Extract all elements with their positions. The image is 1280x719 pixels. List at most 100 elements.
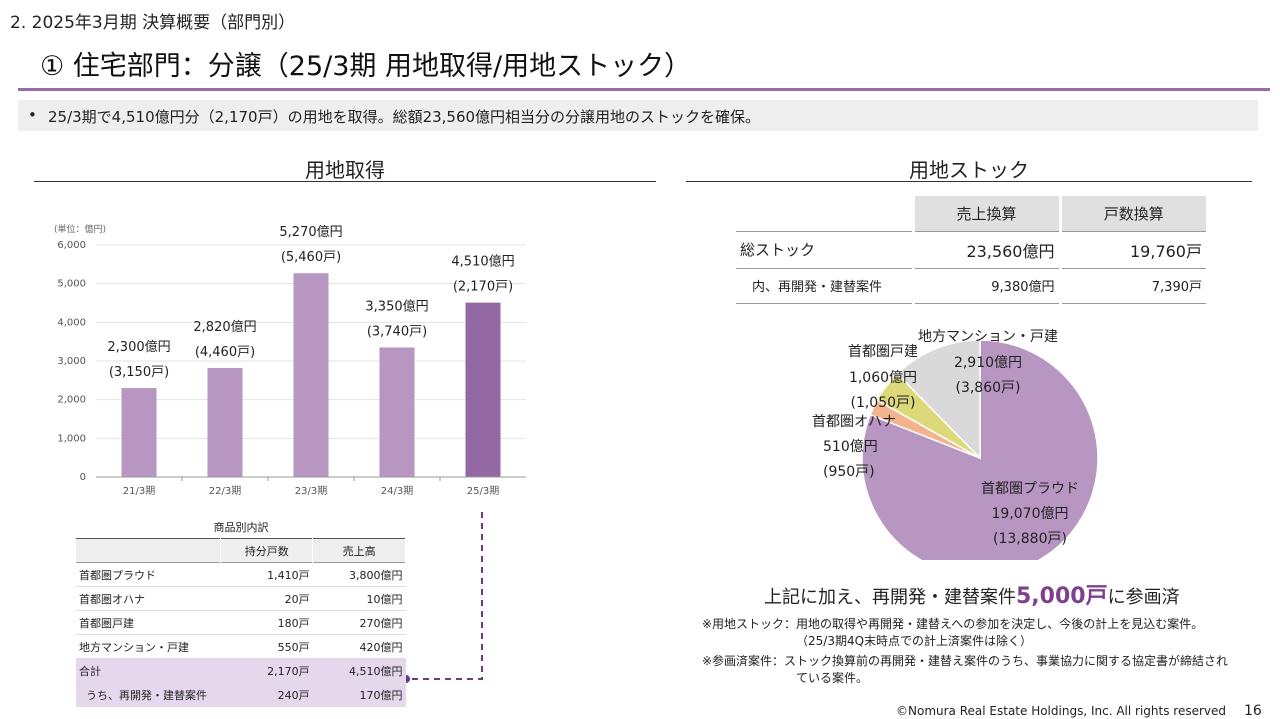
stock-sub-label: 内、再開発・建替案件 xyxy=(736,267,913,304)
section-title: 2. 2025年3月期 決算概要（部門別） xyxy=(10,13,296,33)
stock-header-blank xyxy=(736,196,913,231)
breakdown-sub-row: うち、再開発・建替案件 240戸 170億円 xyxy=(76,682,406,707)
pie-label-tokyo-house: 首都圏戸建 xyxy=(848,344,918,360)
bar-units-label: (2,170戸) xyxy=(453,280,513,295)
bar-value-label: 2,300億円 xyxy=(107,339,170,355)
row-label: 首都圏プラウド xyxy=(79,568,156,582)
land-acquisition-title: 用地取得 xyxy=(305,158,385,182)
pie-label-regional: 地方マンション・戸建 xyxy=(918,329,1058,345)
sub-label: うち、再開発・建替案件 xyxy=(86,688,207,702)
pie-value-proud: 19,070億円 xyxy=(992,506,1069,522)
breakdown-table: 商品別内訳 持分戸数 売上高 首都圏プラウド 1,410戸 3,800億円 首都… xyxy=(76,518,406,707)
breakdown-header-sales: 売上高 xyxy=(312,538,406,563)
pie-value-ohana: 510億円 xyxy=(823,439,878,455)
bar-units-label: (3,150戸) xyxy=(109,365,169,380)
row-units: 20戸 xyxy=(284,592,310,606)
land-stock-rule xyxy=(686,181,1252,182)
pie-units-proud: (13,880戸) xyxy=(993,531,1067,547)
stock-sub-units: 7,390戸 xyxy=(1058,267,1206,304)
highlight-connector xyxy=(402,512,483,683)
bar xyxy=(121,388,157,477)
bar-units-label: (4,460戸) xyxy=(195,345,255,360)
pie-label-proud: 首都圏プラウド xyxy=(981,481,1079,497)
row-units: 180戸 xyxy=(277,616,310,630)
table-row: 首都圏プラウド 1,410戸 3,800億円 xyxy=(76,563,406,587)
extra-note-suffix: に参画済 xyxy=(1107,587,1180,608)
bar-value-label: 2,820億円 xyxy=(193,319,256,335)
pie-units-regional: (3,860戸) xyxy=(955,380,1020,396)
pie-units-ohana: (950戸) xyxy=(823,464,875,480)
row-units: 550戸 xyxy=(277,640,310,654)
extra-note-highlight: 5,000戸 xyxy=(1016,584,1108,609)
title-rule xyxy=(18,88,1270,91)
stock-header-units: 戸数換算 xyxy=(1058,196,1206,231)
stock-total-units: 19,760戸 xyxy=(1058,230,1206,269)
page-number: 16 xyxy=(1244,703,1262,719)
breakdown-header-blank xyxy=(76,538,222,563)
footnote-line-3: ※参画済案件：ストック換算前の再開発・建替え案件のうち、事業協力に関する協定書が… xyxy=(702,654,1229,668)
row-units: 1,410戸 xyxy=(267,568,310,582)
land-acquisition-bar-chart: 0 1,000 2,000 3,000 4,000 5,000 6,000 2,300億円 (… xyxy=(54,223,526,497)
y-tick-label: 3,000 xyxy=(57,356,86,367)
row-label: 首都圏オハナ xyxy=(79,592,145,606)
slide-title: ① 住宅部門：分譲（25/3期 用地取得/用地ストック） xyxy=(40,51,692,82)
pie-value-tokyo-house: 1,060億円 xyxy=(849,370,917,386)
bar-value-label: 4,510億円 xyxy=(451,254,514,270)
y-tick-label: 6,000 xyxy=(57,240,86,251)
pie-slice xyxy=(896,339,981,460)
stock-total-label: 総ストック xyxy=(736,230,913,269)
pie-slices xyxy=(861,339,1099,560)
total-units: 2,170戸 xyxy=(267,664,310,678)
x-tick-label: 23/3期 xyxy=(295,485,327,497)
stock-sub-sales: 9,380億円 xyxy=(911,267,1060,304)
y-tick-label: 1,000 xyxy=(57,433,86,444)
stock-table: 売上換算 戸数換算 総ストック 23,560億円 19,760戸 内、再開発・建… xyxy=(736,196,1206,304)
land-stock-title: 用地ストック xyxy=(909,158,1029,182)
x-tick-label: 24/3期 xyxy=(381,485,413,497)
table-row: 首都圏戸建 180戸 270億円 xyxy=(76,611,406,635)
sub-units: 240戸 xyxy=(277,688,310,702)
row-sales: 3,800億円 xyxy=(349,568,403,582)
row-sales: 420億円 xyxy=(359,640,403,654)
row-sales: 270億円 xyxy=(359,616,403,630)
y-tick-label: 5,000 xyxy=(57,279,86,290)
total-sales: 4,510億円 xyxy=(349,664,403,678)
y-tick-label: 0 xyxy=(80,472,86,483)
stock-total-row: 総ストック 23,560億円 19,760戸 xyxy=(736,230,1206,269)
summary-box: • 25/3期で4,510億円分（2,170戸）の用地を取得。総額23,560億… xyxy=(18,100,1258,131)
bar-value-label: 5,270億円 xyxy=(279,224,342,240)
pie-units-tokyo-house: (1,050戸) xyxy=(850,395,915,411)
footnote-line-4: ている案件。 xyxy=(796,671,869,685)
bar-value-label: 3,350億円 xyxy=(365,298,428,314)
stock-header-sales: 売上換算 xyxy=(911,196,1060,231)
row-label: 首都圏戸建 xyxy=(79,616,134,630)
summary-bullet: • xyxy=(28,106,37,124)
sub-sales: 170億円 xyxy=(359,688,403,702)
bar xyxy=(465,302,501,477)
x-tick-label: 22/3期 xyxy=(209,485,241,497)
pie-slice xyxy=(861,339,1099,560)
summary-text: 25/3期で4,510億円分（2,170戸）の用地を取得。総額23,560億円相… xyxy=(48,108,761,126)
footnote-line-2: （25/3期4Q末時点での計上済案件は除く） xyxy=(796,634,1033,648)
x-tick-label: 21/3期 xyxy=(123,485,155,497)
stock-table-header: 売上換算 戸数換算 xyxy=(736,196,1206,231)
breakdown-table-header: 持分戸数 売上高 xyxy=(76,538,406,563)
pie-value-regional: 2,910億円 xyxy=(954,355,1022,371)
row-sales: 10億円 xyxy=(366,592,403,606)
extra-note: 上記に加え、再開発・建替案件5,000戸に参画済 xyxy=(764,578,1180,610)
table-row: 首都圏オハナ 20戸 10億円 xyxy=(76,587,406,611)
table-row: 地方マンション・戸建 550戸 420億円 xyxy=(76,635,406,659)
bar-chart-x-axis: 21/3期 22/3期 23/3期 24/3期 25/3期 xyxy=(96,476,526,497)
bar-chart-bars: 2,300億円 (3,150戸) 2,820億円 (4,460戸) 5,270億円 (5,… xyxy=(107,224,515,477)
stock-total-sales: 23,560億円 xyxy=(911,230,1060,269)
bar-chart-y-axis: 0 1,000 2,000 3,000 4,000 5,000 6,000 xyxy=(57,240,86,483)
breakdown-table-caption: 商品別内訳 xyxy=(213,521,269,534)
footnote-line-1: ※用地ストック：用地の取得や再開発・建替えへの参加を決定し、今後の計上を見込む案… xyxy=(702,617,1204,631)
pie-label-ohana: 首都圏オハナ xyxy=(812,414,896,430)
row-label: 地方マンション・戸建 xyxy=(79,640,189,654)
extra-note-prefix: 上記に加え、再開発・建替案件 xyxy=(764,587,1016,608)
pie-labels: 地方マンション・戸建 2,910億円 (3,860戸) 首都圏戸建 1,060億… xyxy=(812,329,1079,547)
x-tick-label: 25/3期 xyxy=(467,485,499,497)
breakdown-total-row: 合計 2,170戸 4,510億円 xyxy=(76,658,406,683)
total-label: 合計 xyxy=(79,664,101,678)
